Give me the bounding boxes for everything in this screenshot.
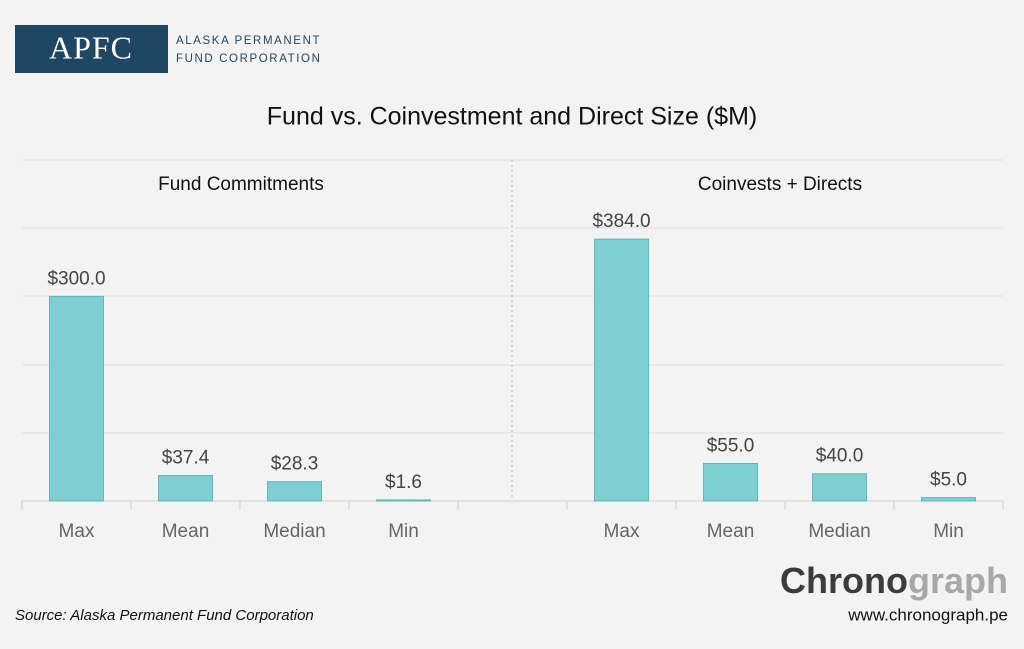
value-label: $384.0: [592, 211, 650, 232]
plot: Fund Commitments $300.0 Max $37.4 Mean $28.3 M…: [21, 174, 1004, 542]
value-label: $28.3: [271, 454, 319, 475]
value-label: $40.0: [816, 446, 864, 467]
x-tick-label: Median: [263, 521, 325, 542]
bar: [376, 499, 431, 502]
org-name: FUND CORPORATION: [176, 53, 322, 65]
logo-box: [15, 25, 168, 73]
bar: [594, 238, 649, 502]
source: Source: Alaska Permanent Fund Corporatio…: [15, 607, 314, 624]
x-tick-label: Mean: [162, 521, 210, 542]
x-tick-label: Median: [808, 521, 870, 542]
bar: [812, 473, 867, 502]
brand-url: www.chronograph.pe: [847, 605, 1008, 624]
x-tick-label: Max: [59, 521, 95, 542]
x-tick-label: Min: [388, 521, 419, 542]
bar: [703, 462, 758, 502]
bar: [49, 295, 104, 502]
x-tick-label: Mean: [707, 521, 755, 542]
brand: Chronograph: [780, 560, 1008, 601]
panel-title: Coinvests + Directs: [698, 174, 862, 195]
panel-title: Fund Commitments: [158, 174, 324, 195]
x-tick-label: Max: [604, 521, 640, 542]
value-label: $1.6: [385, 472, 422, 493]
chart-title: Fund vs. Coinvestment and Direct Size ($…: [267, 103, 757, 131]
brand-part: graph: [908, 560, 1008, 601]
bar: [267, 481, 322, 502]
value-label: $37.4: [162, 448, 210, 469]
logo-text: APFC: [49, 29, 133, 65]
bar: [158, 474, 213, 502]
bar: [921, 497, 976, 502]
value-label: $55.0: [707, 436, 755, 457]
value-label: $300.0: [47, 268, 105, 289]
x-tick-label: Min: [933, 521, 964, 542]
brand-part: Chrono: [780, 560, 908, 601]
org-name: ALASKA PERMANENT: [176, 35, 321, 47]
value-label: $5.0: [930, 470, 967, 491]
